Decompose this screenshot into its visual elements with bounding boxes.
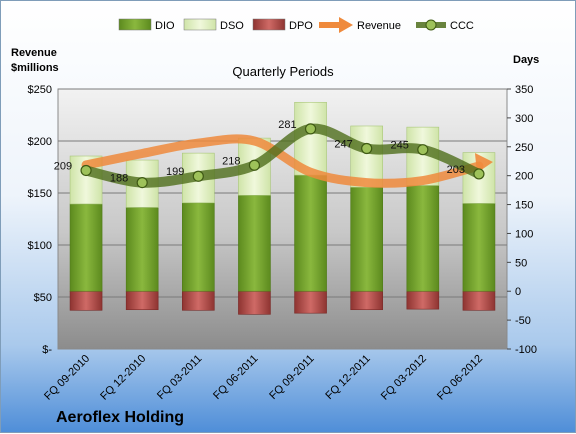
left-tick-label: $100 (28, 240, 52, 252)
ccc-data-label: 247 (334, 139, 352, 151)
legend-label-dpo: DPO (289, 20, 313, 32)
right-tick-label: 150 (515, 200, 533, 212)
legend-arrowhead (339, 17, 353, 33)
category-label: FQ 06-2011 (211, 353, 260, 402)
right-tick-label: -50 (515, 315, 531, 327)
legend: DIO DSO DPO Revenue CCC (118, 17, 474, 33)
bar-dpo (350, 290, 383, 311)
legend-label-revenue: Revenue (357, 20, 401, 32)
bar-dio (462, 203, 496, 292)
revenue-arrowhead (474, 152, 493, 173)
right-tick-label: 350 (515, 84, 533, 96)
bar-dpo (462, 290, 496, 311)
left-tick-label: $50 (34, 292, 52, 304)
right-tick-label: 250 (515, 142, 533, 154)
bar-dio (69, 203, 103, 292)
right-tick-label: 100 (515, 228, 533, 240)
ccc-marker (361, 142, 373, 155)
ccc-marker (417, 144, 429, 156)
legend-label-ccc: CCC (450, 20, 474, 32)
bar-dso (350, 125, 383, 188)
ccc-marker (304, 123, 317, 135)
ccc-data-label: 209 (54, 160, 72, 172)
ccc-marker (248, 159, 261, 171)
bar-dpo (182, 290, 215, 311)
ccc-data-label: 281 (278, 119, 296, 131)
revenue-line (81, 134, 484, 188)
ccc-data-label: 188 (110, 173, 128, 185)
category-label: FQ 06-2012 (435, 353, 485, 403)
left-tick-label: $- (42, 344, 52, 356)
bar-dpo (294, 290, 327, 314)
right-tick-label: 200 (515, 171, 533, 183)
lines-layer (80, 123, 493, 189)
ccc-data-label: 245 (390, 140, 408, 152)
left-axis-label-line2: $millions (11, 62, 59, 74)
right-tick-label: 300 (515, 113, 533, 125)
legend-label-dio: DIO (155, 20, 175, 32)
bar-dio (294, 174, 327, 292)
bars-layer (69, 101, 496, 315)
bar-dpo (406, 290, 440, 310)
left-tick-label: $150 (28, 188, 52, 200)
ccc-data-label: 203 (447, 164, 465, 176)
ccc-marker (192, 170, 204, 182)
ccc-marker (136, 177, 148, 189)
ccc-data-label: 199 (166, 166, 184, 178)
right-tick-label: -100 (515, 344, 537, 356)
category-label: FQ 12-2011 (323, 353, 372, 402)
right-axis-label: Days (513, 54, 539, 66)
right-tick-label: 50 (515, 257, 527, 269)
legend-swatch-dio (118, 18, 152, 31)
category-label: FQ 03-2012 (379, 353, 429, 403)
chart-title: Quarterly Periods (232, 64, 334, 79)
category-label: FQ 12-2010 (98, 353, 148, 403)
ccc-marker (473, 168, 485, 180)
legend-swatch-dso (183, 18, 217, 31)
ccc-marker (80, 164, 92, 177)
ccc-data-label: 218 (222, 155, 240, 167)
legend-swatch-dpo (252, 18, 286, 31)
legend-label-dso: DSO (220, 20, 244, 32)
legend-marker-ccc (425, 19, 437, 31)
bar-dpo (69, 290, 103, 311)
bar-dpo (238, 290, 271, 315)
bar-dio (125, 207, 159, 292)
bar-dpo (125, 290, 159, 311)
bar-dio (406, 185, 440, 292)
left-axis-label-line1: Revenue (11, 47, 57, 59)
category-label: FQ 09-2010 (42, 353, 92, 403)
category-label: FQ 03-2011 (155, 353, 204, 402)
labels-layer: 209 188 199 218 281 247 245 203 (54, 119, 465, 185)
bar-dio (238, 195, 271, 292)
left-tick-label: $250 (28, 84, 52, 96)
right-tick-label: 0 (515, 286, 521, 298)
ccc-line (81, 123, 484, 188)
category-label: FQ 09-2011 (267, 353, 316, 402)
left-tick-label: $200 (28, 136, 52, 148)
bar-dio (350, 186, 383, 292)
bar-dio (182, 202, 215, 292)
company-name: Aeroflex Holding (56, 409, 184, 426)
